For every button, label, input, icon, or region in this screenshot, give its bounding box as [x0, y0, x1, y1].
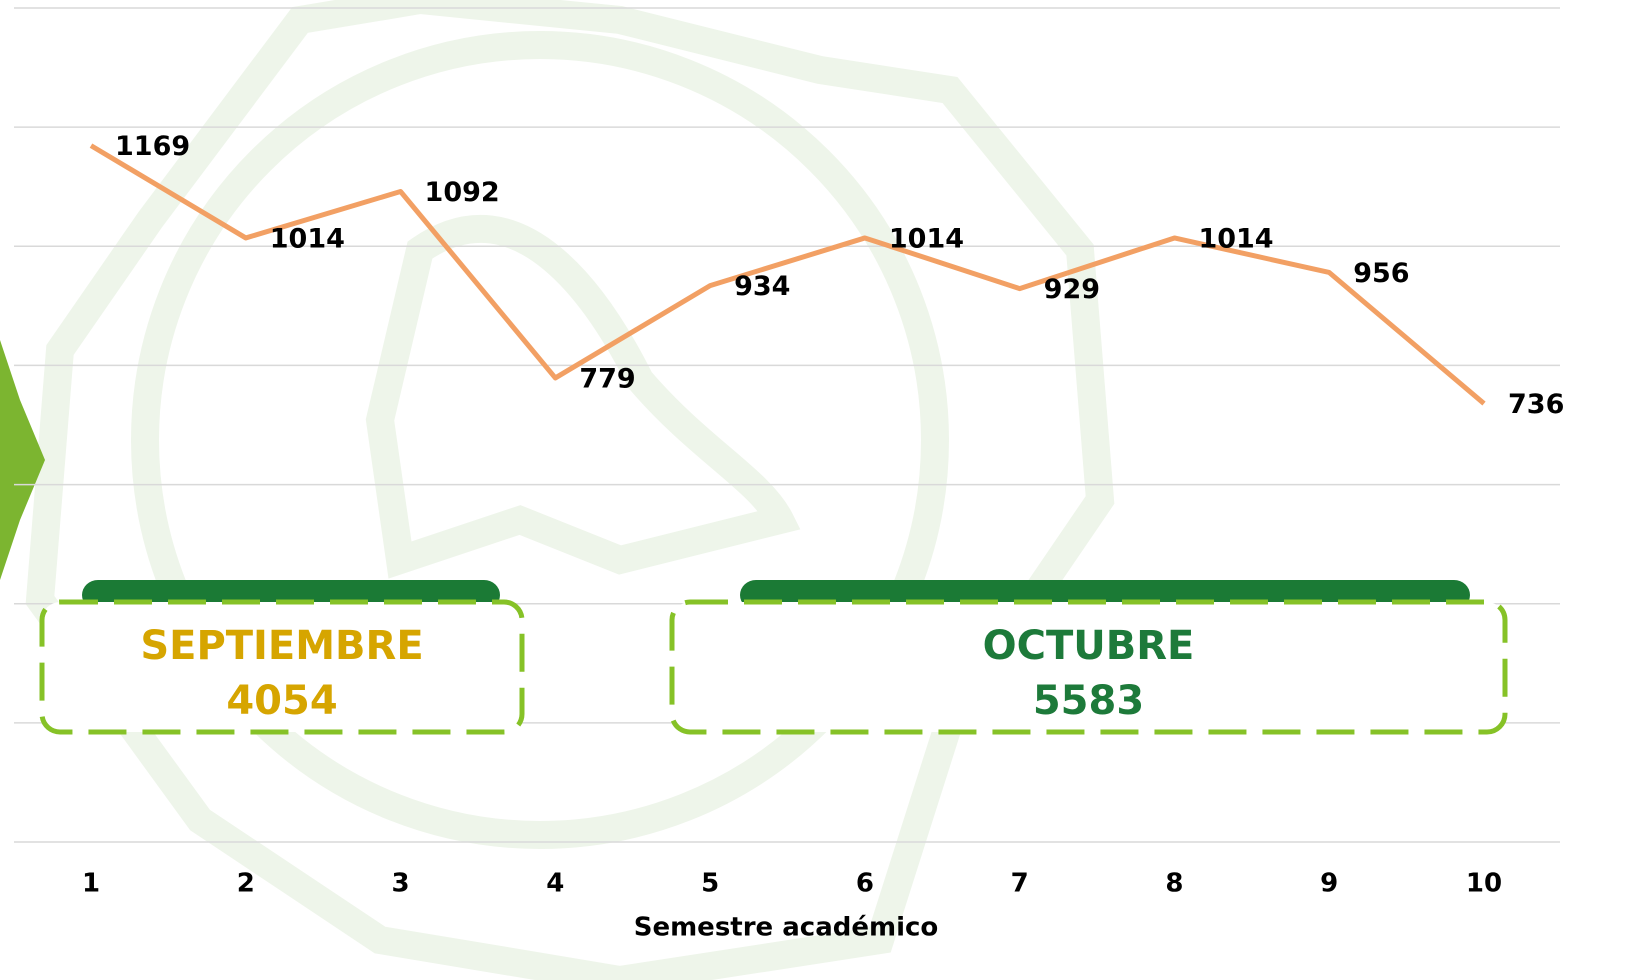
x-axis-label: Semestre académico: [634, 913, 939, 943]
annotation-value: 5583: [1033, 678, 1144, 724]
annotation-label: OCTUBRE: [983, 623, 1195, 669]
annotation-box: [39, 599, 525, 735]
annotation-label: SEPTIEMBRE: [140, 623, 423, 669]
data-label: 736: [1508, 389, 1564, 420]
background-emblem: [25, 0, 1115, 980]
data-label: 929: [1044, 274, 1100, 305]
data-label: 1092: [425, 177, 500, 208]
data-label: 934: [734, 271, 790, 302]
data-label: 779: [579, 363, 635, 394]
x-tick-label: 1: [82, 869, 100, 899]
data-label: 1014: [889, 223, 964, 254]
x-tick-label: 5: [701, 869, 719, 899]
x-tick-label: 4: [546, 869, 564, 899]
x-tick-label: 10: [1466, 869, 1502, 899]
x-tick-label: 7: [1011, 869, 1029, 899]
annotation-box: [669, 599, 1508, 735]
side-chevron: [0, 340, 45, 580]
data-label: 1014: [1198, 223, 1273, 254]
x-tick-label: 2: [237, 869, 255, 899]
x-tick-label: 3: [392, 869, 410, 899]
annotation-value: 4054: [226, 678, 337, 724]
data-label: 1014: [270, 223, 345, 254]
x-tick-label: 8: [1165, 869, 1183, 899]
x-tick-label: 9: [1320, 869, 1338, 899]
x-tick-label: 6: [856, 869, 874, 899]
data-label: 956: [1353, 258, 1409, 289]
data-line: [89, 143, 1486, 406]
data-label: 1169: [115, 131, 190, 162]
